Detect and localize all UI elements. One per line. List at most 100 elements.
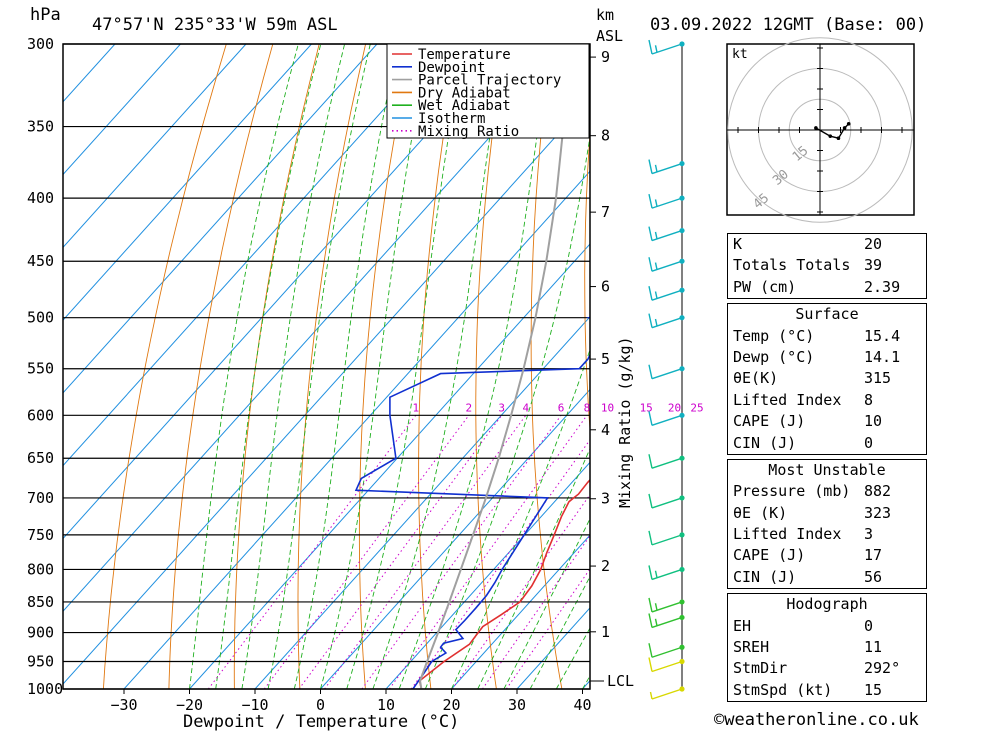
wind-barb-dot <box>679 599 685 605</box>
legend-entry: Dewpoint <box>418 60 485 76</box>
wind-barb <box>648 226 685 242</box>
index-label: θE(K) <box>733 369 779 388</box>
pressure-tick-labels: 300 350 400 450 500 550 600 650 700 750 800 850 900 9… <box>27 35 63 698</box>
mixing-ratio-label: 1 <box>412 401 419 414</box>
mixing-ratio-line <box>298 415 503 689</box>
indices-hodograph: Hodograph EH 0 SREH 11 StmDir 292° StmSpd (kt) 1… <box>727 593 927 703</box>
pressure-tick-label: 1000 <box>27 680 63 698</box>
mixing-ratio-label: 3 <box>498 401 505 414</box>
asl-label: ASL <box>596 27 623 45</box>
dry-adiabat-line <box>584 127 590 435</box>
wind-barb-dot <box>679 195 685 201</box>
x-tick-label: 0 <box>316 696 325 714</box>
wind-barb <box>648 193 685 209</box>
wind-barb <box>648 286 685 301</box>
wind-barb-dot <box>679 566 685 573</box>
index-value: 39 <box>864 256 883 275</box>
hodograph-point <box>846 122 851 126</box>
legend-entry: Isotherm <box>418 111 485 127</box>
pressure-tick-label: 400 <box>27 189 54 207</box>
dry-adiabat-line <box>102 44 227 689</box>
indices-section-title: Hodograph <box>786 595 868 614</box>
isotherm-line <box>189 243 590 689</box>
wind-barb <box>648 613 685 629</box>
wind-barb-dot <box>679 686 685 692</box>
index-value: 56 <box>864 567 883 586</box>
index-value: 20 <box>864 235 883 253</box>
location-title: 47°57'N 235°33'W 59m ASL <box>92 15 338 35</box>
index-row: StmSpd (kt) 15 <box>728 680 926 701</box>
index-value: 10 <box>864 412 883 431</box>
mixing-ratio-label: 8 <box>584 401 591 414</box>
wind-barb-dot <box>679 315 685 321</box>
wind-barb-dot <box>679 644 685 650</box>
wind-barb-dot <box>679 495 685 501</box>
km-tick-label: 1 <box>601 623 610 641</box>
index-label: Pressure (mb) <box>733 482 851 501</box>
hodograph-point <box>814 126 818 130</box>
index-label: θE (K) <box>733 503 788 522</box>
mixing-ratio-label: 15 <box>640 401 653 414</box>
mixing-ratio-labels: 1 2 3 4 6 8 10 15 20 25 <box>412 401 703 414</box>
indices-most-unstable: Most Unstable Pressure (mb) 882 θE (K) 323 Li… <box>727 458 927 590</box>
index-label: CIN (J) <box>733 433 797 452</box>
wet-adiabat-line <box>215 44 322 689</box>
mixing-ratio-line <box>263 415 470 689</box>
mixing-ratio-label: 4 <box>522 401 529 414</box>
wind-barb-dot <box>679 41 685 47</box>
isotherm-line <box>63 97 590 685</box>
isotherm-line <box>451 534 590 689</box>
wind-barb <box>648 313 685 329</box>
dry-adiabat-line <box>637 44 693 689</box>
isotherm-line <box>63 44 574 612</box>
legend-entry: Parcel Trajectory <box>418 73 561 89</box>
wind-barb-dot <box>679 258 685 264</box>
index-row: Totals Totals 39 <box>728 255 926 276</box>
pressure-tick-label: 900 <box>27 624 54 642</box>
isotherm-line <box>63 44 509 540</box>
x-tick-label: 20 <box>442 696 460 714</box>
wind-barb <box>648 411 685 427</box>
km-axis: 1 2 3 4 5 6 7 8 9 LCL <box>590 48 634 690</box>
km-tick-label: 2 <box>601 557 610 575</box>
mixing-ratio-label: 6 <box>558 401 565 414</box>
wind-barb-dot <box>679 614 685 621</box>
index-row: Pressure (mb) 882 <box>728 481 926 502</box>
wind-barb-dot <box>679 287 685 293</box>
pressure-tick-label: 350 <box>27 118 54 136</box>
mixing-ratio-line <box>324 415 527 689</box>
legend-entry: Temperature <box>418 47 511 63</box>
index-value: 0 <box>864 616 874 635</box>
index-value: 2.39 <box>864 277 901 296</box>
index-label: CAPE (J) <box>733 412 806 431</box>
isotherm-line <box>63 44 181 176</box>
pressure-tick-label: 800 <box>27 560 54 578</box>
indices-panel: K 20 Totals Totals 39 PW (cm) 2.39 Surface Tem… <box>727 233 927 706</box>
index-label: Lifted Index <box>733 525 842 544</box>
index-value: 15.4 <box>864 326 901 345</box>
x-tick-label: −10 <box>241 696 268 714</box>
km-tick-label: 3 <box>601 490 610 508</box>
index-row: Lifted Index 3 <box>728 524 926 545</box>
mixing-ratio-line <box>361 415 562 689</box>
index-row: CAPE (J) 17 <box>728 545 926 566</box>
isotherm-line <box>385 461 590 689</box>
dry-adiabat-line <box>530 44 563 689</box>
wind-barb-dot <box>679 160 685 167</box>
wind-barb-dot <box>679 532 685 538</box>
wind-barb-dot <box>679 658 685 665</box>
wind-barb <box>648 565 685 581</box>
index-value: 0 <box>864 433 874 452</box>
index-row: θE(K) 315 <box>728 368 926 389</box>
index-label: Totals Totals <box>733 256 851 275</box>
km-tick-label: 4 <box>601 421 610 439</box>
indices-section-title: Most Unstable <box>768 460 886 479</box>
pressure-tick-label: 600 <box>27 406 54 424</box>
pressure-tick-label: 550 <box>27 360 54 378</box>
dry-adiabat-line <box>168 44 274 689</box>
index-value: 17 <box>864 546 883 565</box>
index-row: EH 0 <box>728 616 926 637</box>
wet-adiabat-line <box>320 44 430 689</box>
